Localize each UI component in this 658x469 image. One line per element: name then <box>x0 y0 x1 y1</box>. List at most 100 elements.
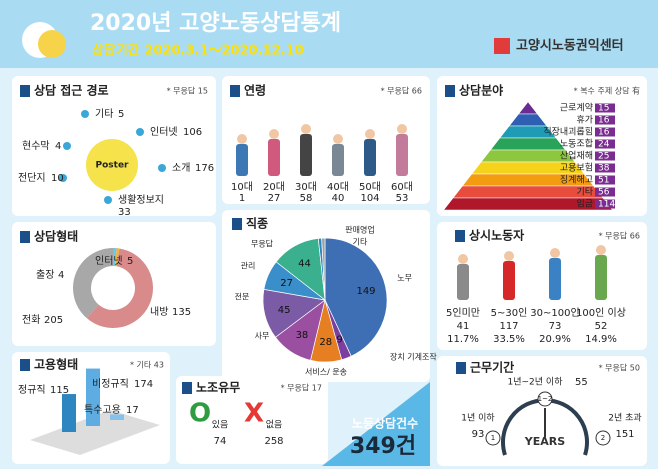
section-title: 근무기간 <box>470 360 514 375</box>
bar <box>62 394 76 432</box>
person-icon <box>236 144 248 176</box>
access-label: 인터넷 <box>150 126 178 138</box>
age-value: 40 <box>332 193 345 204</box>
section-title: 연령 <box>244 83 266 98</box>
person-icon <box>504 251 514 261</box>
clock-label: YEARS <box>524 435 565 448</box>
pie-label: 판매영업 <box>345 225 374 235</box>
section-note: * 무응답 66 <box>599 231 640 241</box>
value-chip <box>595 175 615 185</box>
person-icon <box>397 124 407 134</box>
person-icon <box>549 258 561 300</box>
section-title: 직종 <box>246 216 268 231</box>
poster-hub <box>86 139 138 191</box>
regular-label: 5~30인 <box>491 307 528 319</box>
header-band <box>0 0 658 68</box>
person-icon <box>237 134 247 144</box>
pie-value: 44 <box>298 258 311 269</box>
person-icon <box>364 139 376 176</box>
value-chip <box>595 103 615 113</box>
org-logo <box>494 38 510 54</box>
field-label: 직장내괴롭힘 <box>543 127 593 138</box>
access-icon <box>158 164 166 172</box>
pie-label: 기타 <box>353 238 368 247</box>
field-label: 임금 <box>576 198 593 210</box>
pie-value: 27 <box>280 278 293 289</box>
badge-label: 1~2 <box>538 395 553 403</box>
field-label: 산업재해 <box>560 151 593 162</box>
union-value: 74 <box>214 436 227 447</box>
pie-label: 사무 <box>255 332 270 341</box>
union-value: 258 <box>264 436 283 447</box>
field-label: 휴가 <box>576 115 593 126</box>
age-label: 10대 <box>231 181 253 193</box>
age-value: 1 <box>239 193 245 204</box>
form-value: 205 <box>44 315 63 326</box>
donut-slice <box>86 248 153 328</box>
access-value: 5 <box>118 109 124 120</box>
union-mark: X <box>244 399 264 429</box>
panel <box>176 376 328 464</box>
age-value: 104 <box>360 193 379 204</box>
regular-percent: 11.7% <box>447 334 479 345</box>
pie-value: 28 <box>319 337 332 348</box>
panels <box>12 76 647 466</box>
pie-value: 38 <box>296 330 309 341</box>
form-label: 내방 <box>150 306 168 318</box>
donut-slice <box>73 248 113 319</box>
regular-label: 100인 이상 <box>576 307 626 319</box>
field-label: 기타 <box>576 187 593 198</box>
person-icon <box>365 129 375 139</box>
section-icon <box>20 359 30 371</box>
access-value: 176 <box>195 163 214 174</box>
value-chip <box>595 163 615 173</box>
badge-label: 2 <box>601 434 605 442</box>
bar <box>110 414 124 420</box>
access-label: 현수막 <box>22 140 50 152</box>
field-value: 25 <box>598 152 609 162</box>
tenure-value: 93 <box>472 429 485 440</box>
tenure-label: 1년~2년 이하 <box>508 377 564 388</box>
logo-icon <box>38 30 66 58</box>
org-name: 고양시노동권익센터 <box>516 38 624 54</box>
pie-label: 서비스/ 운송 <box>305 368 347 377</box>
section-icon <box>456 362 466 374</box>
access-icon <box>81 110 89 118</box>
access-label: 전단지 <box>18 172 46 184</box>
tenure-label: 2년 초과 <box>608 413 641 424</box>
employment-label: 특수고용 <box>84 404 121 416</box>
pie-slice <box>324 237 388 357</box>
age-value: 58 <box>300 193 313 204</box>
employment-value: 174 <box>134 379 153 390</box>
age-value: 27 <box>268 193 281 204</box>
value-chip <box>595 127 615 137</box>
panel <box>437 356 647 466</box>
pyramid-layer <box>443 197 613 211</box>
form-label: 전화 <box>22 314 40 326</box>
form-value: 5 <box>127 256 133 267</box>
subtitle: 상담기간 2020.3.1～2020.12.10 <box>92 43 304 59</box>
regular-value: 117 <box>499 321 518 332</box>
access-label: 기타 <box>95 108 113 120</box>
bar <box>86 368 100 426</box>
field-value: 56 <box>598 188 610 198</box>
person-icon <box>333 134 343 144</box>
form-label: 인터넷 <box>95 255 123 267</box>
field-label: 징계해고 <box>560 174 593 186</box>
person-icon <box>596 245 606 255</box>
section-title: 노조유무 <box>196 381 240 395</box>
section-note: * 무응답 66 <box>381 86 422 96</box>
pyramid-layer <box>490 137 566 151</box>
access-value: 33 <box>118 207 131 218</box>
tenure-value: 55 <box>575 377 588 388</box>
regular-label: 5인미만 <box>446 307 480 319</box>
employment-label: 비정규직 <box>92 378 129 390</box>
age-label: 20대 <box>263 181 285 193</box>
access-label: 소개 <box>172 162 190 174</box>
total-triangle <box>322 382 430 466</box>
form-value: 4 <box>58 270 64 281</box>
person-icon <box>269 129 279 139</box>
bar-base <box>30 410 160 455</box>
form-value: 135 <box>172 307 191 318</box>
